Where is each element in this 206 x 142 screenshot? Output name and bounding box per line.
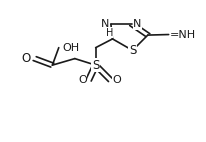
Text: H: H xyxy=(105,28,112,38)
Text: =NH: =NH xyxy=(170,30,195,39)
Text: N: N xyxy=(133,19,141,29)
Text: S: S xyxy=(128,44,136,57)
Text: O: O xyxy=(78,75,87,85)
Text: S: S xyxy=(91,59,99,72)
Text: O: O xyxy=(112,75,121,85)
Text: N: N xyxy=(101,19,109,29)
Text: OH: OH xyxy=(62,43,79,53)
Text: O: O xyxy=(21,52,30,65)
